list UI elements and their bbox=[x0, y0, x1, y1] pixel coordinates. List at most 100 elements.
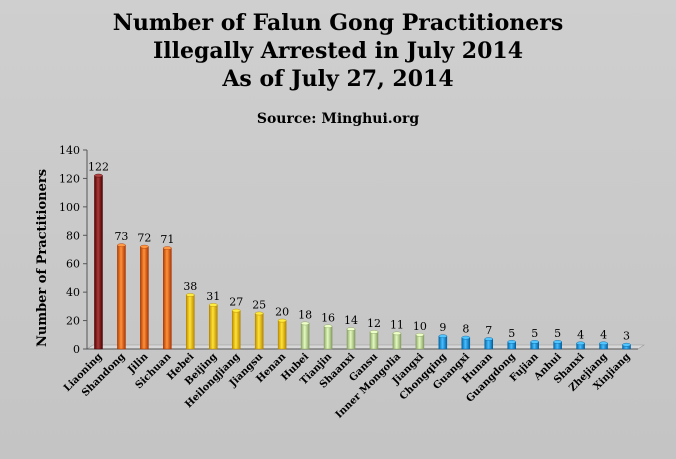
bar-body bbox=[392, 333, 402, 350]
y-tick-label: 40 bbox=[66, 286, 80, 299]
bar-top bbox=[94, 173, 103, 178]
bar-beijing bbox=[209, 303, 218, 350]
bar-top bbox=[277, 318, 287, 323]
data-label: 72 bbox=[137, 232, 151, 245]
data-label: 5 bbox=[508, 327, 515, 340]
bar-guangxi bbox=[461, 335, 471, 350]
bar-top bbox=[323, 324, 333, 329]
bar-jiangxi bbox=[415, 332, 425, 350]
bar-jilin bbox=[140, 244, 149, 350]
bar-jiangsu bbox=[254, 311, 264, 350]
bar-zhejiang bbox=[599, 341, 608, 350]
chart-title-line-1: Number of Falun Gong Practitioners bbox=[112, 10, 564, 36]
data-label: 71 bbox=[160, 233, 174, 246]
bar-body bbox=[438, 335, 448, 350]
axes: 0 20 40 60 80 100 120 140 bbox=[59, 144, 645, 356]
bar-body bbox=[117, 244, 126, 350]
bar-body bbox=[346, 328, 356, 350]
bar-top bbox=[209, 303, 218, 307]
bar-top bbox=[553, 340, 562, 344]
data-label: 31 bbox=[206, 290, 220, 303]
bar-shanxi bbox=[576, 341, 585, 350]
bar-top bbox=[369, 330, 379, 334]
bar-top bbox=[576, 341, 585, 346]
bar-shaanxi bbox=[346, 327, 356, 350]
data-label: 25 bbox=[252, 298, 266, 311]
bar-fujian bbox=[530, 340, 539, 350]
bar-body bbox=[209, 304, 218, 350]
bar-hubei bbox=[300, 321, 310, 350]
data-label: 122 bbox=[88, 161, 109, 174]
bar-tianjin bbox=[323, 324, 333, 350]
y-tick-label: 20 bbox=[66, 315, 80, 328]
y-tick-label: 60 bbox=[66, 258, 80, 271]
data-label: 38 bbox=[183, 280, 197, 293]
bar-shandong bbox=[117, 243, 126, 350]
bar-liaoning bbox=[94, 173, 103, 350]
bar-inner-mongolia bbox=[392, 331, 402, 350]
data-label: 11 bbox=[390, 318, 404, 331]
data-label: 14 bbox=[344, 314, 358, 327]
bar-top bbox=[622, 342, 631, 347]
data-label: 12 bbox=[367, 317, 381, 330]
chart-subtitle: Source: Minghui.org bbox=[256, 111, 420, 127]
data-label: 4 bbox=[577, 328, 584, 341]
data-label: 9 bbox=[439, 321, 446, 334]
bar-body bbox=[254, 313, 264, 350]
y-tick-label: 120 bbox=[59, 172, 80, 185]
bar-chongqing bbox=[438, 334, 448, 350]
bar-body bbox=[369, 331, 379, 350]
y-axis-label: Number of Practitioners bbox=[35, 169, 50, 347]
bar-hebei bbox=[186, 293, 195, 350]
bar-top bbox=[254, 311, 264, 316]
bar-top bbox=[461, 335, 471, 340]
y-tick-label: 80 bbox=[66, 229, 80, 242]
bar-top bbox=[599, 341, 608, 346]
bar-top bbox=[163, 246, 172, 250]
bar-top bbox=[438, 334, 448, 339]
bar-sichuan bbox=[163, 246, 172, 350]
bar-top bbox=[507, 340, 516, 344]
bar-body bbox=[94, 175, 103, 350]
bar-body bbox=[186, 294, 195, 350]
data-label: 73 bbox=[114, 230, 128, 243]
chart-title-line-3: As of July 27, 2014 bbox=[222, 66, 454, 92]
bar-body bbox=[163, 247, 172, 350]
bar-hunan bbox=[484, 337, 494, 350]
bar-body bbox=[323, 326, 333, 350]
bar-top bbox=[186, 293, 195, 297]
bar-body bbox=[140, 246, 149, 350]
bars bbox=[94, 173, 631, 350]
bar-xinjiang bbox=[622, 342, 631, 350]
chart-title-line-2: Illegally Arrested in July 2014 bbox=[152, 38, 524, 64]
bar-top bbox=[392, 331, 402, 336]
bar-body bbox=[415, 334, 425, 350]
data-label: 16 bbox=[321, 311, 335, 324]
bar-top bbox=[117, 243, 126, 248]
bar-body bbox=[231, 310, 241, 350]
bar-top bbox=[232, 308, 241, 313]
data-label: 20 bbox=[275, 306, 289, 319]
data-label: 5 bbox=[531, 327, 538, 340]
bar-anhui bbox=[553, 340, 562, 350]
bar-body bbox=[277, 320, 287, 350]
y-tick-label: 140 bbox=[59, 144, 80, 157]
y-tick-label: 100 bbox=[59, 201, 80, 214]
data-label: 10 bbox=[413, 320, 427, 333]
data-label: 4 bbox=[600, 328, 607, 341]
bar-gansu bbox=[369, 330, 379, 350]
bar-heilongjiang bbox=[231, 308, 241, 350]
data-label: 27 bbox=[229, 296, 243, 309]
data-label: 18 bbox=[298, 308, 312, 321]
bar-top bbox=[140, 244, 149, 249]
bar-henan bbox=[277, 318, 287, 350]
bar-top bbox=[530, 340, 539, 344]
bar-top bbox=[346, 327, 356, 331]
bar-top bbox=[415, 332, 425, 337]
data-label: 7 bbox=[485, 324, 492, 337]
bar-top bbox=[300, 321, 310, 326]
data-label: 8 bbox=[462, 323, 469, 336]
bar-guangdong bbox=[507, 340, 516, 350]
